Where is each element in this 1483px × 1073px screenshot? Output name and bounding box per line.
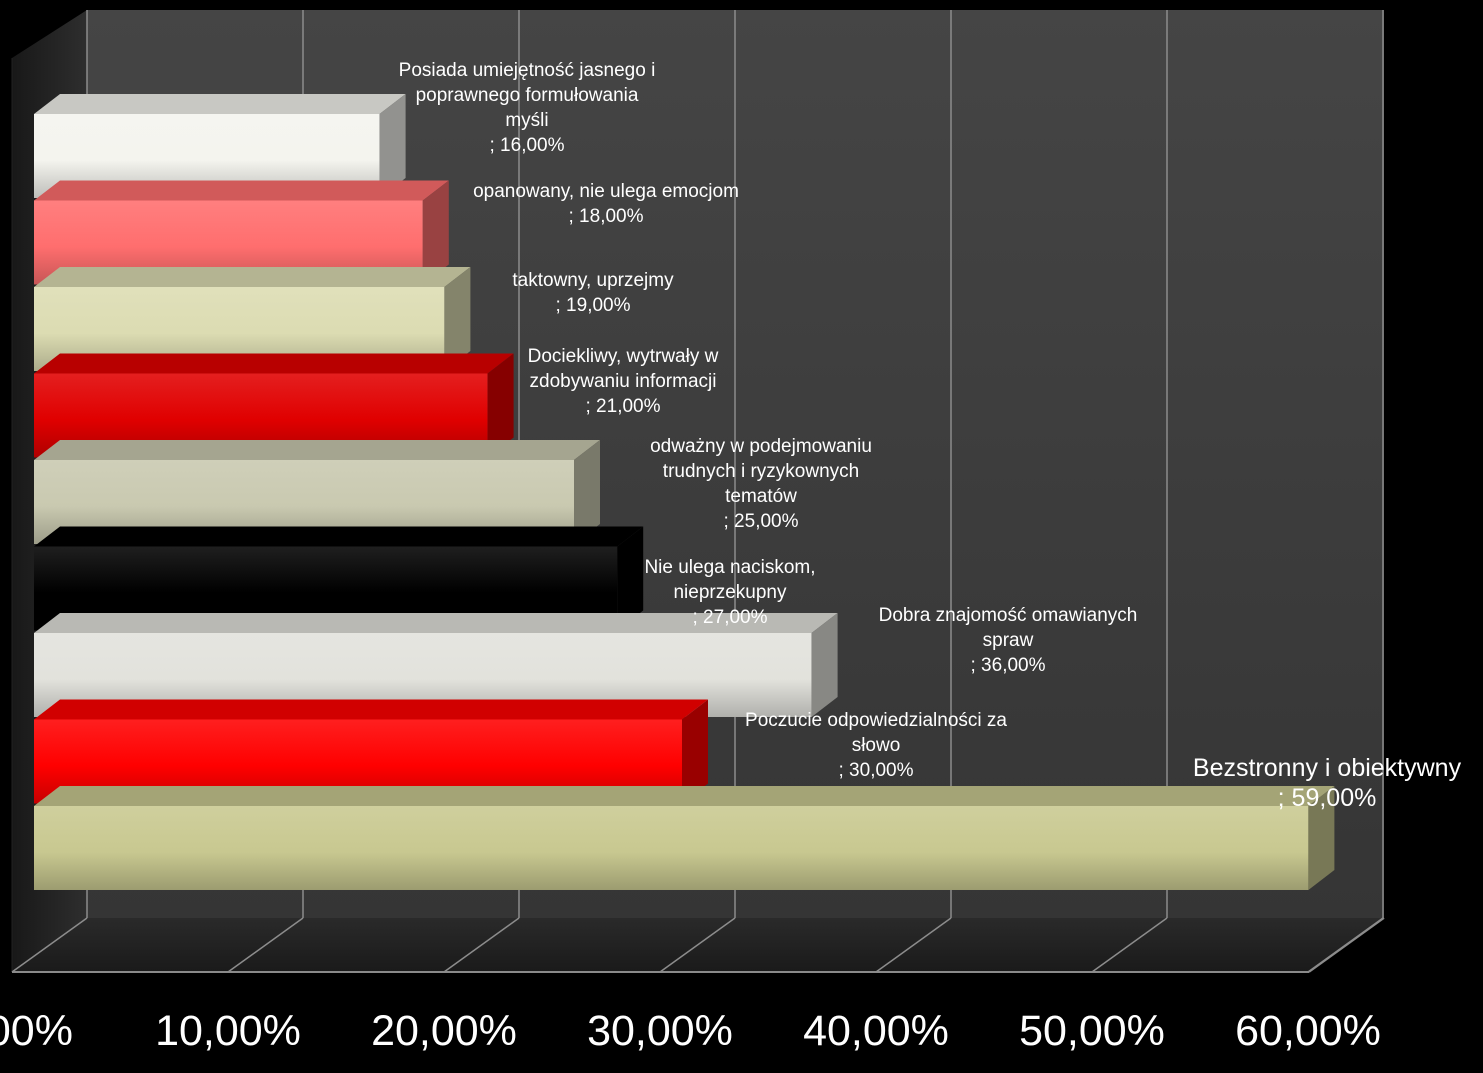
x-axis-ticks: 0,00% 10,00% 20,00% 30,00% 40,00% 50,00% 60,00…: [0, 1007, 1381, 1055]
x-tick-label: 0,00%: [0, 1007, 73, 1055]
data-label-line: tematów: [725, 486, 797, 507]
bar-top-face: [34, 699, 708, 720]
floor-gridline: [875, 917, 952, 973]
x-tick-label: 50,00%: [1019, 1007, 1165, 1055]
data-label-line: odważny w podejmowaniu: [650, 436, 872, 457]
bar-top-face: [34, 526, 644, 547]
floor-gridline: [11, 917, 88, 973]
bar-top-face: [34, 180, 449, 201]
data-label-line: ; 18,00%: [569, 206, 644, 227]
data-label: Dociekliwy, wytrwały w zdobywaniu informa…: [528, 346, 719, 417]
data-label-line: ; 16,00%: [490, 135, 565, 156]
data-label-line: ; 21,00%: [586, 396, 661, 417]
data-label: odważny w podejmowaniu trudnych i ryzykow…: [650, 436, 872, 532]
data-label: Bezstronny i obiektywny; 59,00%: [1193, 754, 1462, 812]
data-label-line: ; 36,00%: [971, 655, 1046, 676]
data-label: taktowny, uprzejmy ; 19,00%: [512, 270, 674, 316]
data-label-line: nieprzekupny: [673, 582, 787, 603]
bar-end-face: [811, 613, 838, 717]
bar-top-face: [34, 94, 406, 114]
bar-end-face: [574, 440, 600, 544]
bar-top-face: [34, 613, 838, 633]
data-label-line: Poczucie odpowiedzialności za: [745, 710, 1007, 731]
bar-top-face: [34, 786, 1335, 806]
data-label-line: taktowny, uprzejmy: [512, 270, 674, 291]
x-tick-label: 30,00%: [587, 1007, 733, 1055]
data-label-line: Posiada umiejętność jasnego i: [399, 60, 656, 81]
bar-end-face: [444, 267, 471, 371]
floor-gridline: [1091, 917, 1168, 973]
bar-top-face: [34, 353, 514, 374]
data-label-line: ; 30,00%: [839, 760, 914, 781]
floor-gridline: [659, 917, 736, 973]
data-label-line: słowo: [852, 735, 901, 756]
bar-end-face: [682, 699, 708, 804]
floor-gridline: [227, 917, 304, 973]
data-label-line: ; 25,00%: [724, 511, 799, 532]
data-label-line: myśli: [505, 110, 548, 131]
data-label-line: poprawnego formułowania: [416, 85, 639, 106]
data-label: Nie ulega naciskom, nieprzekupny ; 27,00%: [644, 557, 815, 628]
floor-gridline: [1307, 917, 1384, 973]
bar-front-face: [34, 806, 1309, 890]
data-label: Poczucie odpowiedzialności za słowo ; 30,0…: [745, 710, 1007, 781]
data-label-line: trudnych i ryzykownych: [663, 461, 859, 482]
x-tick-label: 40,00%: [803, 1007, 949, 1055]
x-tick-label: 20,00%: [371, 1007, 517, 1055]
data-label: Posiada umiejętność jasnego i poprawnego …: [399, 60, 656, 156]
bars: [34, 94, 1335, 890]
data-label-line: zdobywaniu informacji: [530, 371, 717, 392]
data-label-line: Dobra znajomość omawianych: [879, 605, 1138, 626]
data-label-line: ; 59,00%: [1278, 784, 1377, 812]
bar-top-face: [34, 440, 600, 460]
bar-end-face: [617, 526, 644, 631]
data-label-line: ; 27,00%: [693, 607, 768, 628]
data-label-line: Dociekliwy, wytrwały w: [528, 346, 719, 367]
x-tick-label: 10,00%: [155, 1007, 301, 1055]
x-tick-label: 60,00%: [1235, 1007, 1381, 1055]
bar-end-face: [487, 353, 514, 458]
bar-top-face: [34, 267, 471, 287]
bar-end-face: [422, 180, 449, 285]
data-label-line: Nie ulega naciskom,: [644, 557, 815, 578]
data-label-line: Bezstronny i obiektywny: [1193, 754, 1462, 782]
bar: [34, 786, 1335, 890]
data-labels: Posiada umiejętność jasnego i poprawnego …: [399, 60, 1462, 812]
bar-end-face: [379, 94, 406, 198]
data-label-line: spraw: [983, 630, 1034, 651]
bar-end-face: [1308, 786, 1335, 890]
data-label-line: ; 19,00%: [556, 295, 631, 316]
floor-gridline: [443, 917, 520, 973]
data-label-line: opanowany, nie ulega emocjom: [473, 181, 739, 202]
data-label: Dobra znajomość omawianych spraw ; 36,00%: [879, 605, 1138, 676]
data-label: opanowany, nie ulega emocjom ; 18,00%: [473, 181, 739, 227]
